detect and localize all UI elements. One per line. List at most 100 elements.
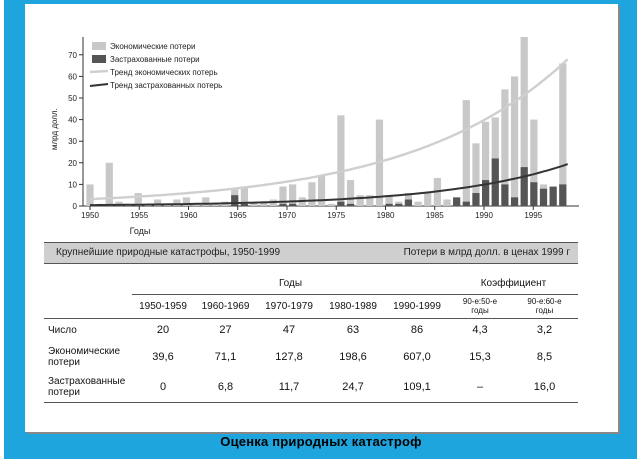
bar-insured: [240, 203, 248, 206]
row-label: Число: [48, 324, 77, 336]
bar-economic: [443, 199, 451, 206]
cell: 127,8: [275, 351, 303, 363]
cell: 8,5: [536, 351, 553, 363]
legend-swatch-economic: [92, 42, 106, 50]
x-tick-label: 1975: [327, 211, 345, 220]
legend-insured: Застрахованные потери: [110, 55, 200, 64]
bar-economic: [337, 115, 345, 206]
legend-trend-economic: Тренд экономических потерь: [110, 68, 218, 77]
bar-insured: [385, 203, 393, 206]
table-row: Число 20 27 47 63 86 4,3 3,2: [44, 318, 578, 342]
legend-trend-insured: Тренд застрахованных потерь: [110, 81, 222, 90]
group-years-header: Годы: [132, 274, 449, 295]
trend-economic-line: [89, 58, 569, 201]
table-title-bar: Крупнейшие природные катастрофы, 1950-19…: [44, 242, 578, 264]
table-row: Застрахованные потери 0 6,8 11,7 24,7 109…: [44, 372, 578, 403]
x-tick-label: 1980: [377, 211, 395, 220]
cell: 11,7: [257, 372, 321, 403]
bar-economic: [424, 193, 432, 206]
cell: 3,2: [536, 324, 553, 337]
bar-economic: [317, 175, 326, 206]
cell: 109,1: [385, 372, 449, 403]
legend-swatch-trend-economic: [89, 69, 109, 74]
x-tick-label: 1960: [180, 211, 198, 220]
cell: 86: [410, 324, 424, 337]
bar-insured: [231, 195, 239, 206]
bar-economic: [289, 184, 297, 206]
bar-economic: [346, 180, 355, 206]
cell: 27: [219, 324, 232, 337]
cell: 16,0: [511, 372, 578, 403]
row-label: Застрахованные потери: [44, 372, 132, 403]
y-tick-label: 10: [68, 180, 77, 189]
y-tick-label: 20: [68, 159, 77, 168]
bar-economic: [115, 201, 123, 206]
cell: 24,7: [321, 372, 385, 403]
x-tick-label: 1970: [278, 211, 296, 220]
cell: 39,6: [152, 351, 174, 363]
bar-insured: [395, 203, 403, 206]
bar-economic: [211, 203, 220, 206]
table-units: Потери в млрд долл. в ценах 1999 г: [403, 247, 570, 258]
cell: 63: [346, 324, 360, 337]
cell: 15,3: [469, 351, 491, 363]
bar-economic: [404, 193, 413, 206]
bar-economic: [530, 119, 538, 206]
x-tick-label: 1990: [475, 211, 493, 220]
bar-insured: [472, 193, 480, 206]
bar-economic: [240, 186, 248, 206]
y-tick-label: 0: [73, 202, 78, 211]
cell: 47: [282, 324, 296, 337]
cell: 607,0: [403, 351, 431, 363]
bar-economic: [105, 162, 113, 206]
bar-economic: [482, 121, 490, 206]
bar-insured: [462, 201, 470, 206]
bar-economic: [182, 197, 191, 206]
bar-economic: [327, 203, 335, 206]
table-row: Экономические потери 39,6 71,1 127,8 198,…: [44, 342, 578, 372]
x-tick-label: 1950: [81, 211, 99, 220]
cell: 4,3: [472, 324, 488, 337]
legend-economic: Экономические потери: [110, 42, 195, 51]
bar-insured: [346, 203, 355, 206]
legend: Экономические потери Застрахованные поте…: [89, 42, 222, 90]
bar-economic: [308, 182, 316, 206]
bar-insured: [279, 203, 287, 206]
decade-header: 1970-1979: [257, 294, 321, 319]
cell: 0: [132, 372, 194, 403]
cell: 71,1: [214, 351, 237, 363]
bar-economic: [559, 63, 567, 206]
caption: Оценка природных катастроф: [220, 434, 422, 449]
legend-swatch-trend-insured: [89, 83, 109, 87]
bar-insured: [530, 182, 538, 206]
bar-insured: [510, 197, 519, 206]
bar-economic: [260, 201, 268, 206]
bar-insured: [404, 199, 413, 206]
bar-economic: [472, 143, 480, 206]
bar-insured: [539, 188, 548, 206]
trend-insured-line: [90, 163, 569, 207]
bar-economic: [192, 203, 200, 206]
table-title: Крупнейшие природные катастрофы, 1950-19…: [56, 247, 281, 258]
bar-economic: [153, 199, 162, 206]
bar-insured: [501, 184, 509, 206]
bar-insured: [559, 184, 567, 206]
x-tick-label: 1995: [524, 211, 542, 220]
y-tick-label: 30: [68, 137, 77, 146]
bar-economic: [173, 199, 181, 206]
cell: 20: [156, 324, 170, 337]
bar-economic: [86, 184, 94, 206]
bar-insured: [337, 201, 345, 206]
bar-economic: [202, 197, 210, 206]
bar-economic: [356, 195, 364, 206]
bar-economic: [279, 186, 287, 206]
y-tick-label: 50: [68, 94, 77, 103]
bar-economic: [134, 193, 142, 206]
y-tick-label: 70: [68, 51, 77, 60]
decade-header: 1990-1999: [385, 294, 449, 319]
x-tick-label: 1985: [426, 211, 444, 220]
bar-insured: [453, 197, 461, 206]
bar-insured: [520, 167, 528, 206]
y-tick-label: 60: [68, 72, 77, 81]
cell: –: [449, 372, 511, 403]
